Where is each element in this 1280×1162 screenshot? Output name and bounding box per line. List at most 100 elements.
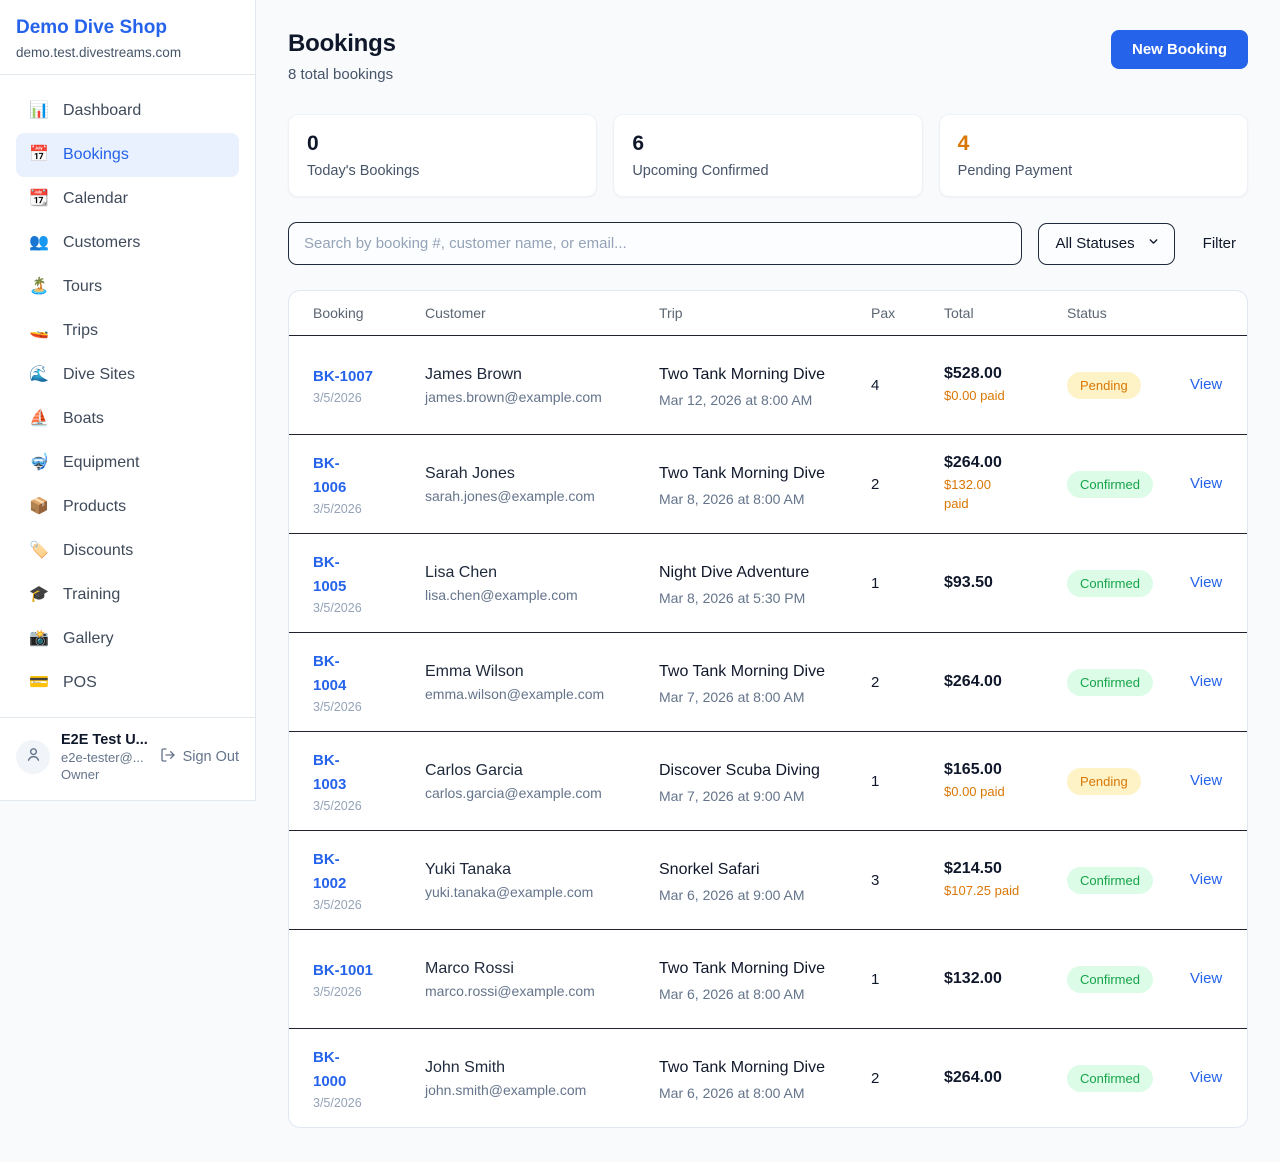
view-cell: View [1183, 871, 1223, 889]
products-icon: 📦 [29, 497, 49, 515]
status-cell: Confirmed [1067, 569, 1183, 597]
sidebar-item-label: Boats [63, 409, 104, 427]
sign-out-button[interactable]: Sign Out [160, 747, 239, 767]
status-badge: Confirmed [1067, 668, 1153, 696]
stat-label: Upcoming Confirmed [632, 163, 769, 179]
brand-domain: demo.test.divestreams.com [16, 44, 182, 60]
view-link[interactable]: View [1190, 574, 1223, 591]
booking-id-link[interactable]: BK-1001 [313, 961, 374, 979]
sidebar-item-dashboard[interactable]: 📊 Dashboard [16, 89, 239, 133]
column-header-pax: Pax [871, 305, 896, 321]
status-badge: Pending [1067, 371, 1141, 399]
trip-name: Two Tank Morning Dive [659, 959, 825, 977]
view-link[interactable]: View [1190, 376, 1223, 393]
booking-cell: BK- 1000 3/5/2026 [313, 1046, 425, 1110]
customer-name: Marco Rossi [425, 959, 514, 977]
booking-date: 3/5/2026 [313, 699, 362, 714]
table-row: BK-1007 3/5/2026 James Brown james.brown… [289, 335, 1247, 434]
booking-cell: BK- 1002 3/5/2026 [313, 848, 425, 912]
status-cell: Confirmed [1067, 470, 1183, 498]
stat-label: Today's Bookings [307, 163, 420, 179]
booking-id-link[interactable]: BK- 1000 [313, 1049, 347, 1090]
sidebar-item-trips[interactable]: 🚤 Trips [16, 309, 239, 353]
sidebar-item-tours[interactable]: 🏝️ Tours [16, 265, 239, 309]
sidebar-item-boats[interactable]: ⛵ Boats [16, 397, 239, 441]
trip-datetime: Mar 6, 2026 at 8:00 AM [659, 1084, 805, 1101]
view-link[interactable]: View [1190, 970, 1223, 987]
sidebar-item-training[interactable]: 🎓 Training [16, 573, 239, 617]
view-link[interactable]: View [1190, 475, 1223, 492]
bookings-table: Booking Customer Trip Pax Total Status B… [288, 290, 1248, 1128]
booking-id-link[interactable]: BK- 1002 [313, 851, 347, 892]
view-link[interactable]: View [1190, 772, 1223, 789]
table-row: BK- 1006 3/5/2026 Sarah Jones sarah.jone… [289, 434, 1247, 533]
sidebar-item-gallery[interactable]: 📸 Gallery [16, 617, 239, 661]
paid-amount: $0.00 paid [944, 387, 1005, 403]
status-filter-select[interactable]: All Statuses [1038, 222, 1175, 265]
trip-name: Snorkel Safari [659, 860, 760, 878]
sidebar-item-bookings[interactable]: 📅 Bookings [16, 132, 239, 177]
sidebar-item-equipment[interactable]: 🤿 Equipment [16, 441, 239, 485]
total-cell: $264.00 [944, 1069, 1067, 1087]
sidebar-item-pos[interactable]: 💳 POS [16, 661, 239, 705]
total-amount: $165.00 [944, 760, 1002, 778]
pax-count: 2 [871, 673, 880, 691]
total-amount: $264.00 [944, 454, 1002, 472]
dashboard-icon: 📊 [29, 101, 49, 119]
sidebar-item-label: Products [63, 497, 127, 515]
customer-name: Lisa Chen [425, 563, 498, 581]
trip-name: Two Tank Morning Dive [659, 662, 825, 680]
booking-id-link[interactable]: BK- 1004 [313, 653, 347, 694]
view-link[interactable]: View [1190, 673, 1223, 690]
booking-id-link[interactable]: BK- 1003 [313, 752, 347, 793]
new-booking-button[interactable]: New Booking [1110, 30, 1248, 69]
user-block: E2E Test U... e2e-tester@... Owner Sign … [0, 716, 255, 800]
view-cell: View [1183, 475, 1223, 493]
search-input[interactable] [288, 222, 1023, 265]
view-link[interactable]: View [1190, 871, 1223, 888]
booking-id-link[interactable]: BK-1007 [313, 367, 374, 385]
trip-datetime: Mar 8, 2026 at 5:30 PM [659, 589, 806, 606]
total-cell: $528.00 $0.00 paid [944, 365, 1067, 406]
sidebar-item-customers[interactable]: 👥 Customers [16, 221, 239, 265]
stat-value: 4 [957, 132, 970, 155]
total-amount: $93.50 [944, 574, 993, 591]
customer-email: james.brown@example.com [425, 388, 602, 405]
sidebar-item-label: POS [63, 673, 97, 691]
total-amount: $264.00 [944, 1069, 1002, 1086]
sidebar-item-discounts[interactable]: 🏷️ Discounts [16, 529, 239, 573]
main-content: Bookings 8 total bookings New Booking 0 … [256, 0, 1280, 1160]
sidebar-item-dive-sites[interactable]: 🌊 Dive Sites [16, 353, 239, 397]
booking-cell: BK- 1003 3/5/2026 [313, 749, 425, 813]
booking-date: 3/5/2026 [313, 501, 362, 516]
view-cell: View [1183, 970, 1223, 988]
user-name: E2E Test U... [61, 731, 148, 748]
paid-amount: $0.00 paid [944, 783, 1005, 799]
total-cell: $264.00 [944, 673, 1067, 691]
table-row: BK- 1003 3/5/2026 Carlos Garcia carlos.g… [289, 731, 1247, 830]
pax-count: 4 [871, 376, 880, 394]
total-cell: $165.00 $0.00 paid [944, 761, 1067, 802]
equipment-icon: 🤿 [29, 453, 49, 471]
sign-out-icon [160, 747, 176, 767]
customer-cell: Carlos Garcia carlos.garcia@example.com [425, 762, 659, 801]
booking-id-link[interactable]: BK- 1006 [313, 455, 347, 496]
trip-datetime: Mar 7, 2026 at 8:00 AM [659, 688, 805, 705]
trip-name: Night Dive Adventure [659, 563, 810, 581]
view-link[interactable]: View [1190, 1069, 1223, 1086]
customer-cell: James Brown james.brown@example.com [425, 366, 659, 405]
filter-button[interactable]: Filter [1191, 227, 1248, 260]
discounts-icon: 🏷️ [29, 541, 49, 559]
sidebar-item-products[interactable]: 📦 Products [16, 485, 239, 529]
stat-label: Pending Payment [957, 163, 1073, 179]
stat-value: 0 [307, 132, 319, 155]
sidebar-item-label: Bookings [63, 145, 129, 163]
booking-date: 3/5/2026 [313, 798, 362, 813]
view-cell: View [1183, 1069, 1223, 1087]
sidebar-item-calendar[interactable]: 📆 Calendar [16, 177, 239, 221]
trip-datetime: Mar 7, 2026 at 9:00 AM [659, 787, 805, 804]
total-amount: $132.00 [944, 970, 1002, 987]
chevron-down-icon [1147, 235, 1160, 253]
booking-id-link[interactable]: BK- 1005 [313, 554, 347, 595]
